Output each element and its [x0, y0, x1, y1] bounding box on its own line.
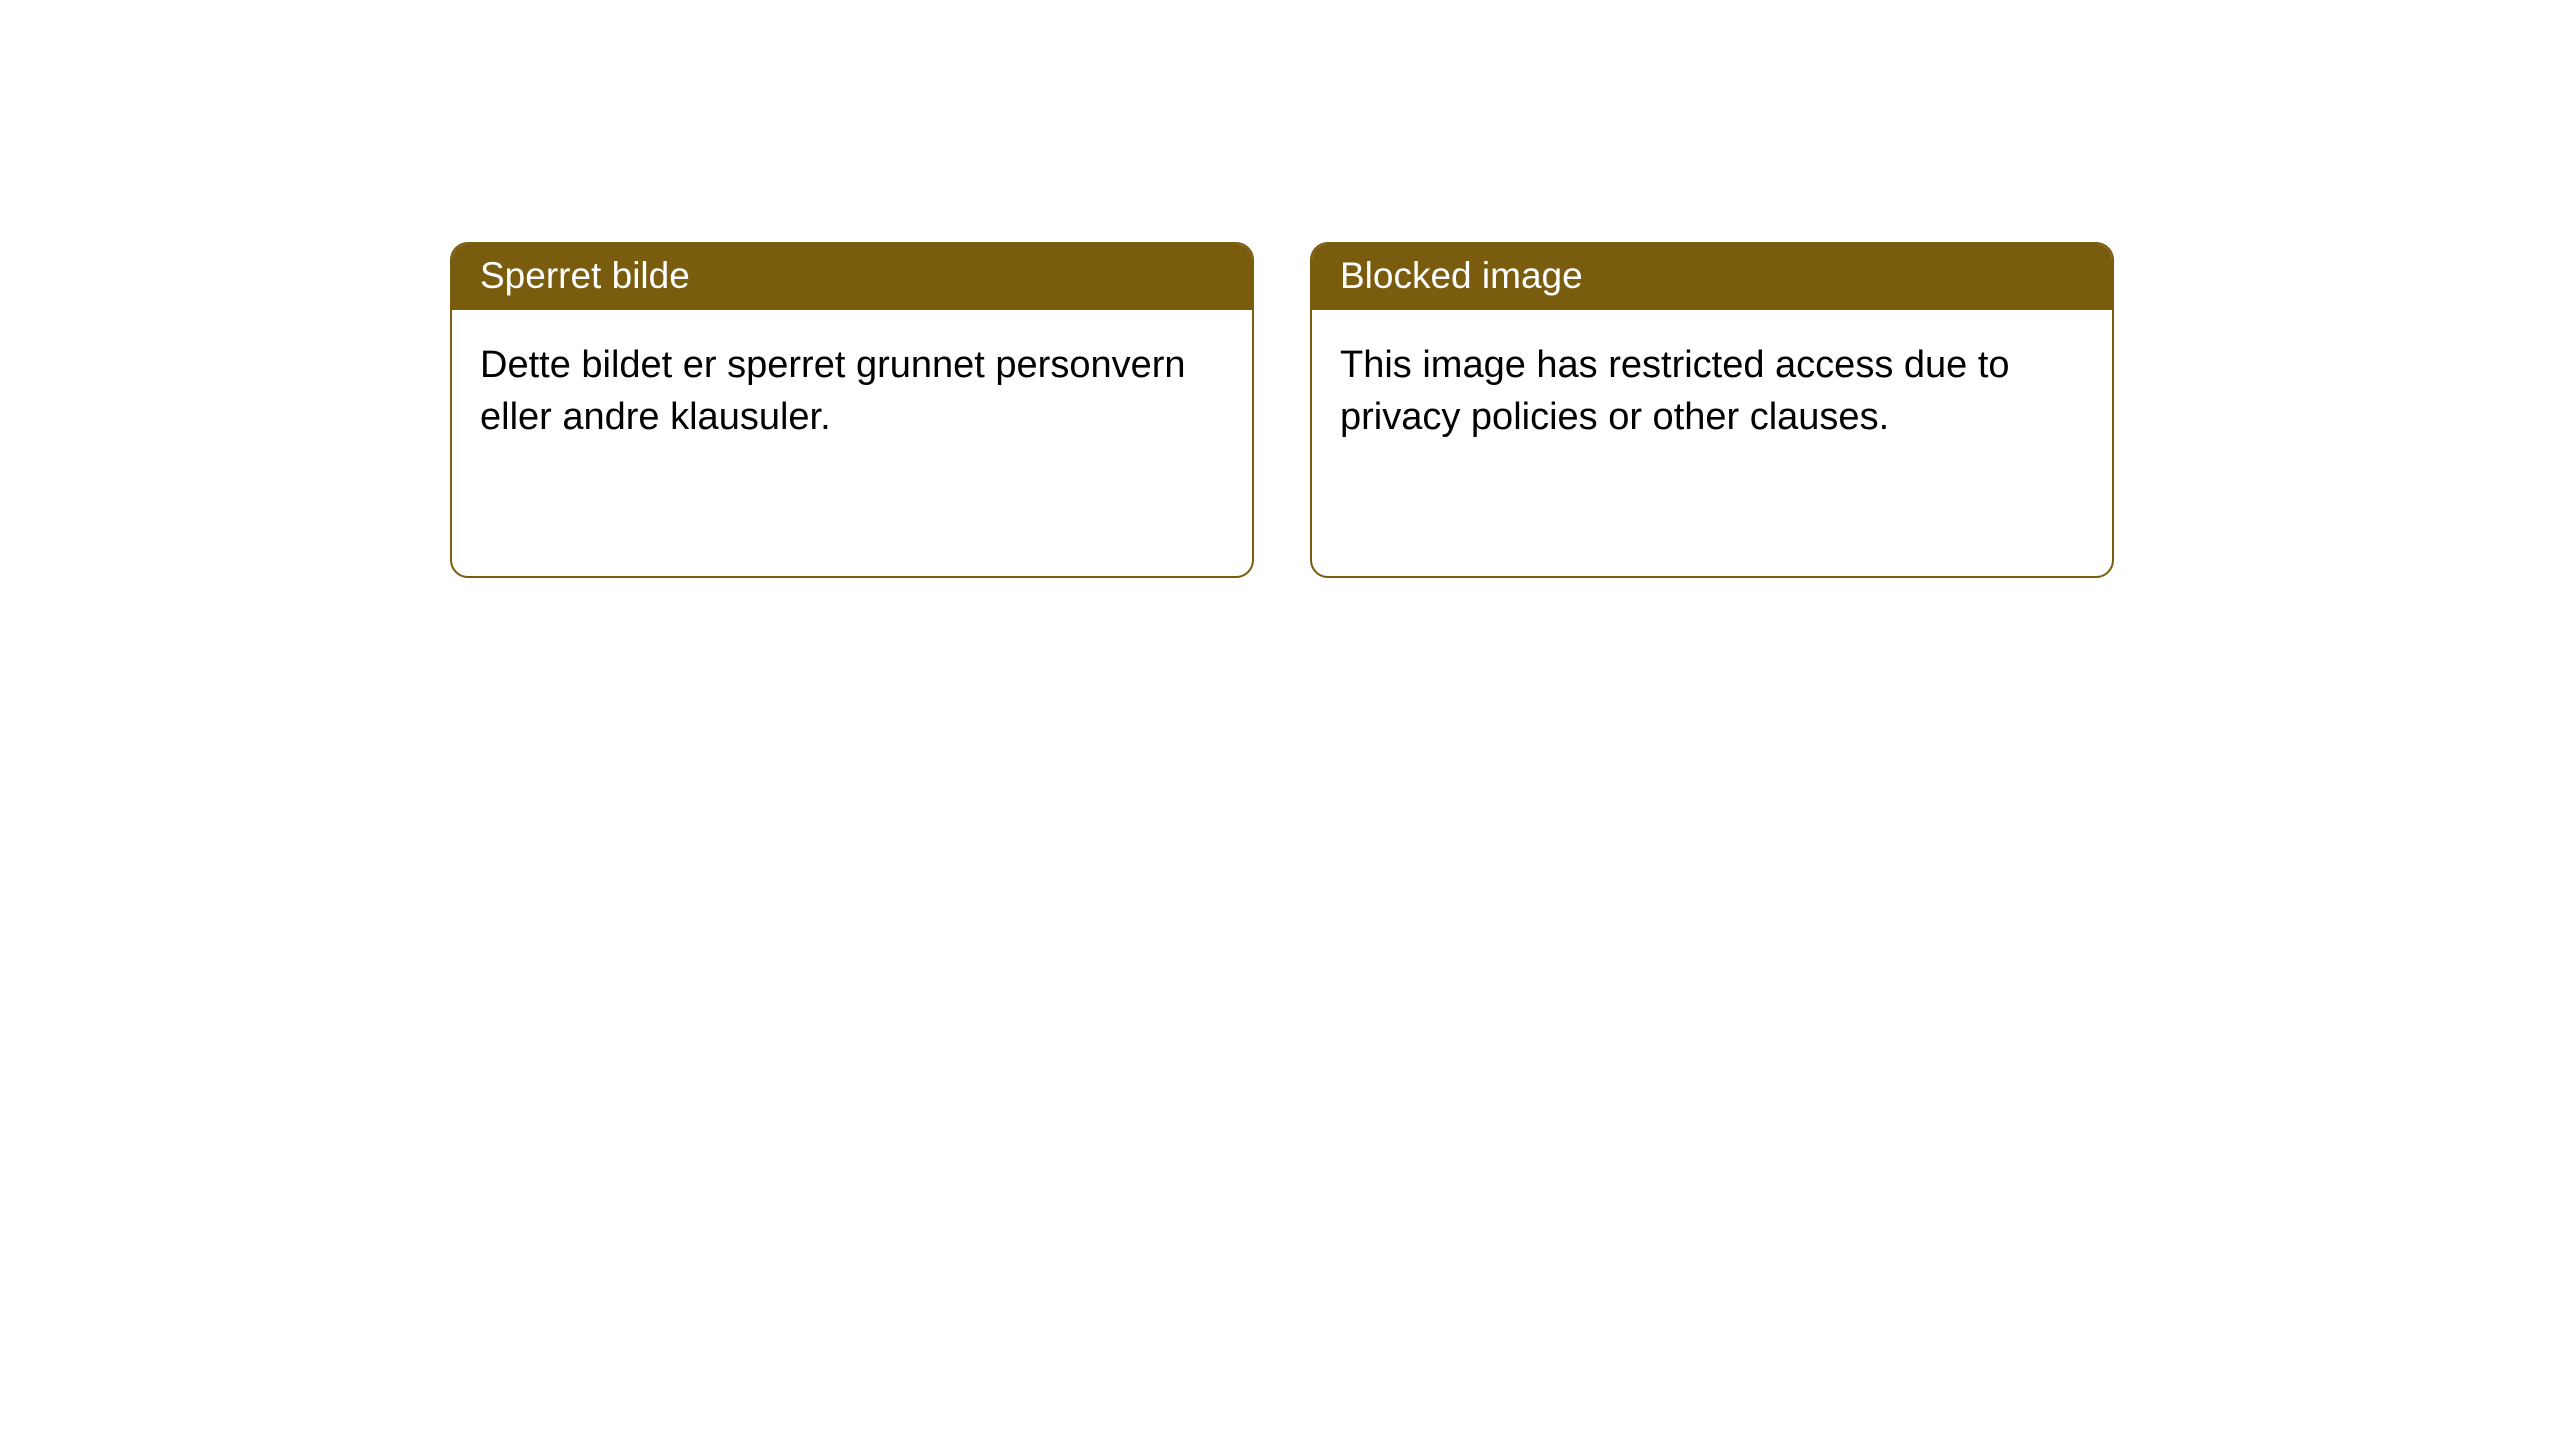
notice-header-english: Blocked image: [1312, 244, 2112, 310]
notice-title-norwegian: Sperret bilde: [480, 255, 690, 296]
notice-text-english: This image has restricted access due to …: [1340, 344, 2010, 437]
notice-body-norwegian: Dette bildet er sperret grunnet personve…: [452, 310, 1252, 473]
notice-cards-container: Sperret bilde Dette bildet er sperret gr…: [450, 242, 2114, 578]
notice-card-english: Blocked image This image has restricted …: [1310, 242, 2114, 578]
notice-title-english: Blocked image: [1340, 255, 1583, 296]
notice-body-english: This image has restricted access due to …: [1312, 310, 2112, 473]
notice-card-norwegian: Sperret bilde Dette bildet er sperret gr…: [450, 242, 1254, 578]
notice-text-norwegian: Dette bildet er sperret grunnet personve…: [480, 344, 1186, 437]
notice-header-norwegian: Sperret bilde: [452, 244, 1252, 310]
